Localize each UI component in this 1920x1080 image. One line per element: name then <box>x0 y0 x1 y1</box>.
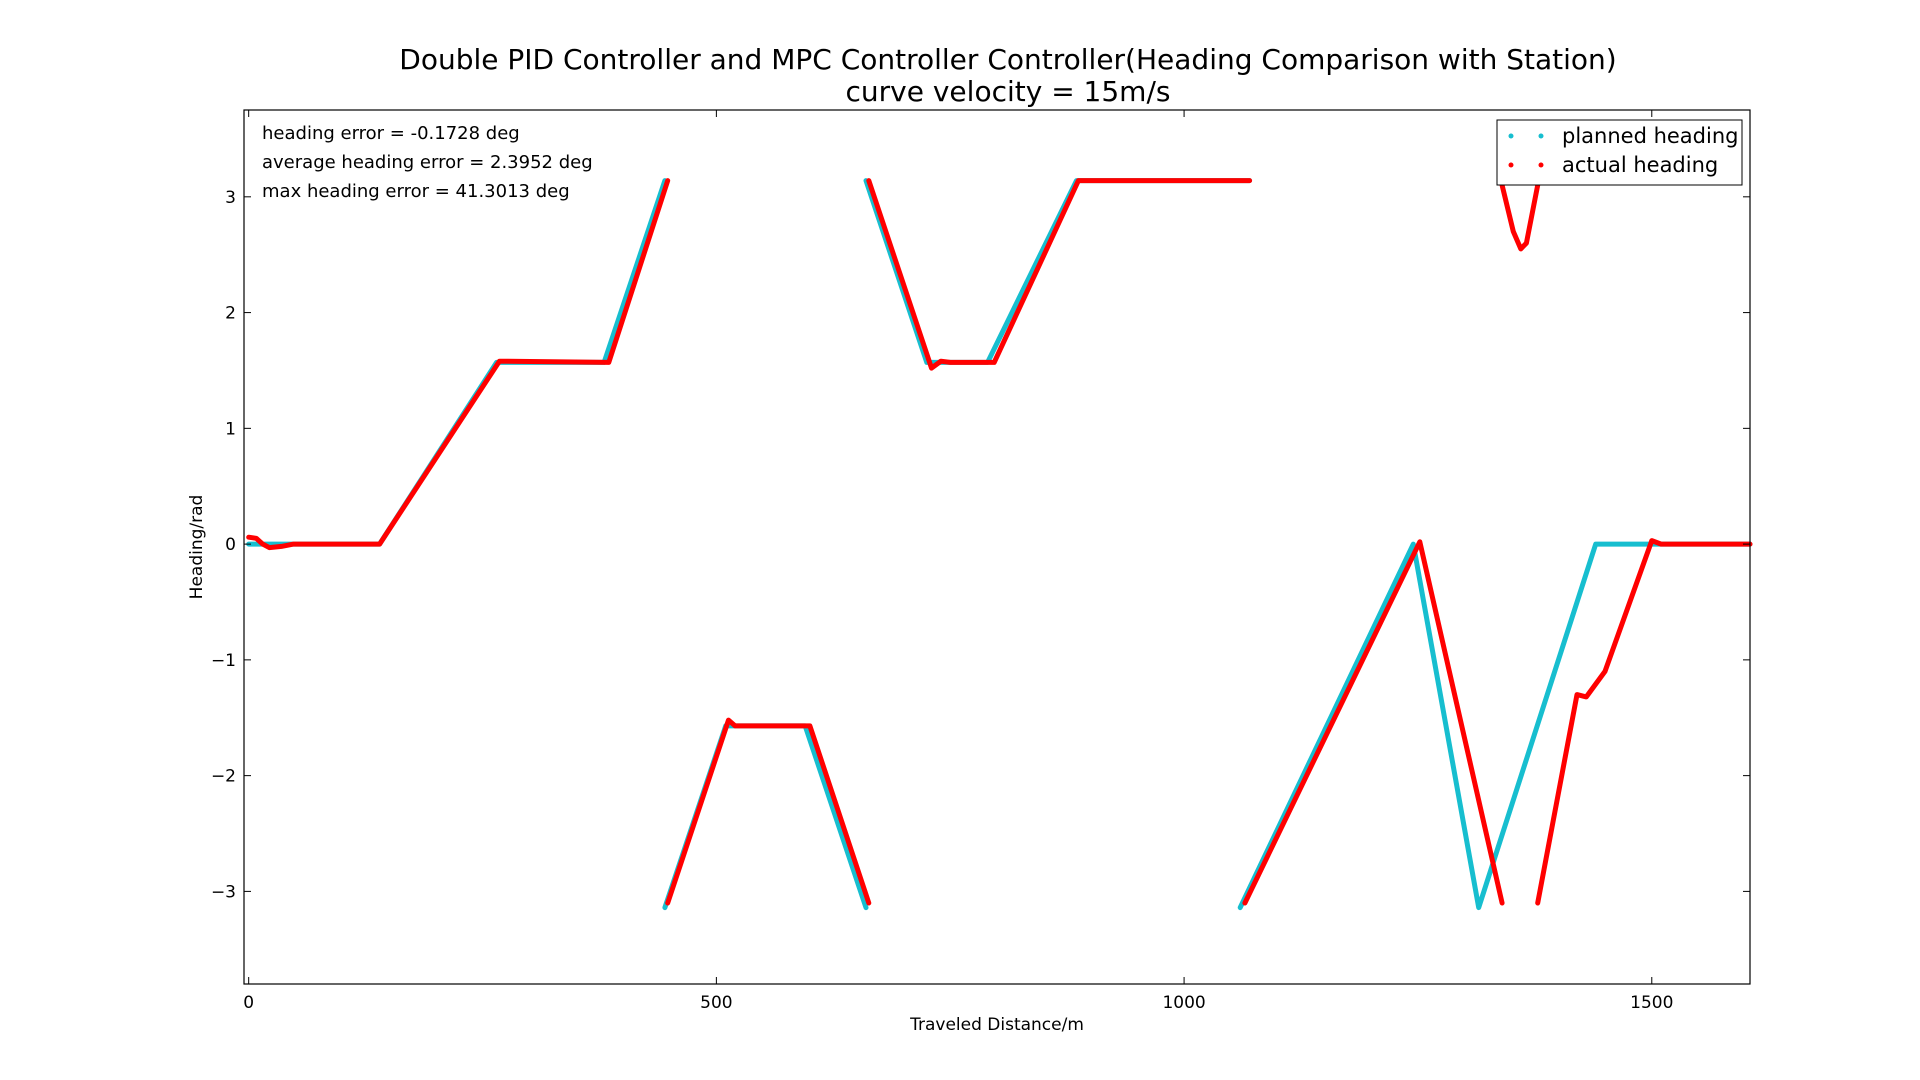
annotation-heading-error: heading error = -0.1728 deg <box>262 123 520 144</box>
plot-area <box>246 178 1753 911</box>
actual-heading-segment-2 <box>866 178 1253 371</box>
annotation-max-heading-error: max heading error = 41.3013 deg <box>262 181 570 202</box>
axis-ticks: 0 500 1000 1500 −3 −2 −1 0 1 2 3 <box>211 110 1750 1013</box>
legend-marker-actual <box>1508 162 1514 168</box>
x-tick-label: 1500 <box>1630 993 1673 1013</box>
actual-heading-segment-5 <box>1535 538 1753 906</box>
y-tick-label: 0 <box>225 535 236 555</box>
actual-heading-segment-3 <box>1242 539 1505 906</box>
y-tick-label: 2 <box>225 304 236 324</box>
y-tick-label: −3 <box>211 882 236 902</box>
actual-heading-segment-1 <box>665 717 872 906</box>
legend-box <box>1496 119 1743 186</box>
x-tick-label: 0 <box>243 993 254 1013</box>
legend-label-planned: planned heading <box>1562 124 1738 148</box>
legend-marker-actual <box>1538 162 1544 168</box>
chart-title: Double PID Controller and MPC Controller… <box>399 43 1616 76</box>
planned-heading-segment-2 <box>863 178 1253 365</box>
y-tick-label: −1 <box>211 651 236 671</box>
y-tick-label: −2 <box>211 767 236 787</box>
planned-heading-segment-3 <box>1237 541 1753 911</box>
x-tick-label: 500 <box>700 993 732 1013</box>
annotation-average-heading-error: average heading error = 2.3952 deg <box>262 152 593 173</box>
chart-subtitle: curve velocity = 15m/s <box>846 75 1171 108</box>
legend-marker-planned <box>1538 133 1544 139</box>
axes-frame <box>243 109 1751 985</box>
actual-heading-segment-4 <box>1499 182 1541 252</box>
x-axis-label: Traveled Distance/m <box>909 1015 1084 1035</box>
x-tick-label: 1000 <box>1162 993 1205 1013</box>
legend-marker-planned <box>1508 133 1514 139</box>
y-tick-label: 3 <box>225 188 236 208</box>
actual-heading-segment-0 <box>246 178 671 551</box>
legend: planned heading actual heading <box>1496 119 1743 186</box>
legend-label-actual: actual heading <box>1562 153 1718 177</box>
y-tick-label: 1 <box>225 419 236 439</box>
y-axis-label: Heading/rad <box>187 495 207 600</box>
